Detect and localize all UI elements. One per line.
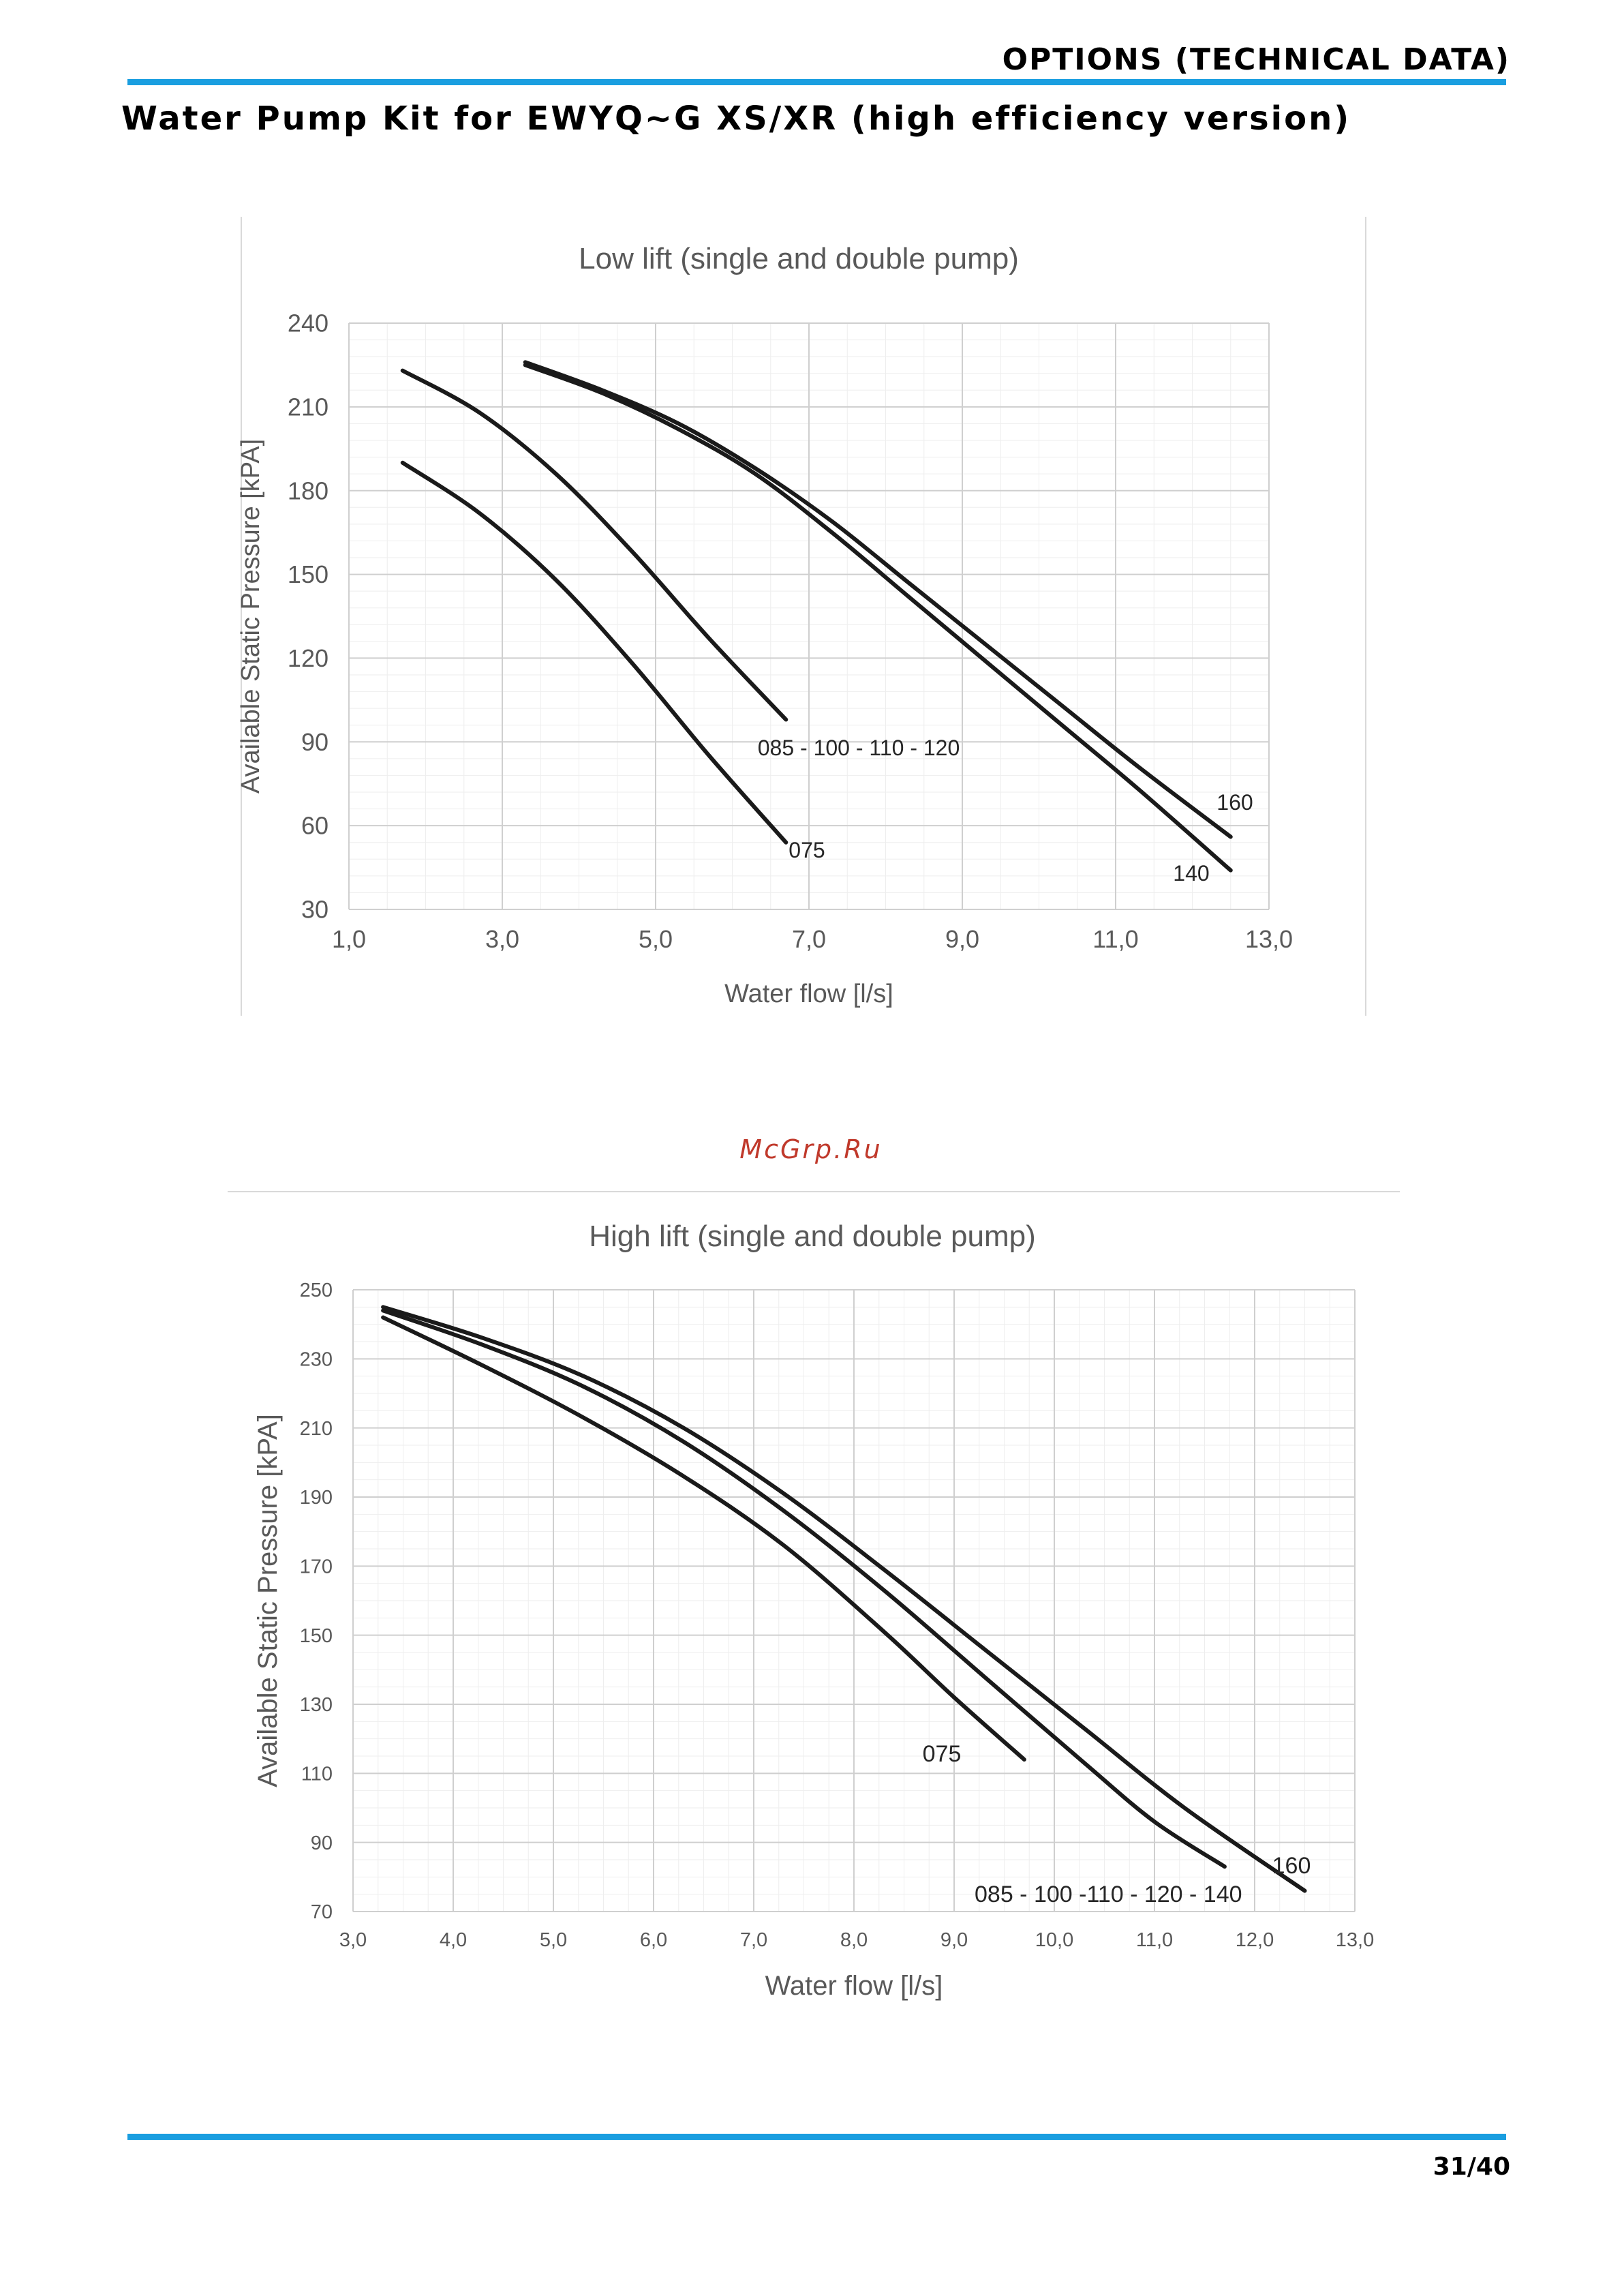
chart-title: Low lift (single and double pump) — [579, 242, 1019, 275]
y-tick-label: 230 — [300, 1348, 333, 1370]
series-label: 140 — [1173, 861, 1209, 886]
x-tick-label: 1,0 — [332, 925, 366, 953]
y-tick-label: 190 — [300, 1487, 333, 1509]
series-line-140 — [523, 363, 1233, 873]
x-tick-label: 4,0 — [440, 1929, 467, 1951]
x-axis-label: Water flow [l/s] — [724, 980, 893, 1008]
x-tick-label: 11,0 — [1092, 925, 1138, 953]
x-tick-label: 13,0 — [1336, 1929, 1374, 1951]
series-line-160 — [381, 1305, 1307, 1893]
series-label: 075 — [923, 1741, 962, 1767]
y-tick-label: 170 — [300, 1556, 333, 1577]
watermark: McGrp.Ru — [739, 1134, 883, 1164]
series-label: 160 — [1272, 1853, 1311, 1879]
footer-rule — [127, 2134, 1506, 2140]
y-tick-label: 210 — [300, 1418, 333, 1440]
x-tick-label: 8,0 — [840, 1929, 868, 1951]
y-tick-label: 250 — [300, 1280, 333, 1301]
x-tick-label: 9,0 — [940, 1929, 968, 1951]
high-lift-chart: 3,0 4,0 5,0 6,0 7,0 8,0 9,0 10,0 11,0 12,0 13,0 70 9… — [228, 1191, 1400, 2001]
series-line-160 — [523, 360, 1233, 839]
x-tick-label: 7,0 — [792, 925, 826, 953]
y-tick-label: 90 — [311, 1832, 333, 1854]
y-axis-label: Available Static Pressure [kPA] — [253, 1414, 283, 1787]
x-tick-label: 13,0 — [1245, 925, 1293, 953]
y-tick-label: 130 — [300, 1694, 333, 1716]
series-line-075 — [381, 1315, 1026, 1762]
series-label: 160 — [1216, 790, 1253, 815]
x-tick-label: 10,0 — [1035, 1929, 1073, 1951]
y-tick-label: 70 — [311, 1901, 333, 1923]
y-tick-label: 60 — [301, 812, 328, 840]
series-line-075 — [400, 460, 789, 845]
x-tick-label: 5,0 — [639, 925, 673, 953]
x-tick-label: 6,0 — [640, 1929, 667, 1951]
x-tick-label: 3,0 — [485, 925, 519, 953]
x-axis-label: Water flow [l/s] — [765, 1971, 943, 2001]
y-axis-label: Available Static Pressure [kPA] — [236, 439, 265, 794]
x-tick-label: 7,0 — [740, 1929, 767, 1951]
series-line-085-100-110-120 — [400, 368, 789, 722]
series-label: 085 - 100 -110 - 120 - 140 — [975, 1882, 1242, 1907]
y-tick-label: 150 — [300, 1625, 333, 1647]
y-tick-label: 120 — [288, 644, 328, 672]
page-number: 31/40 — [1433, 2153, 1510, 2181]
y-tick-label: 110 — [301, 1763, 333, 1785]
series-label: 075 — [789, 838, 825, 862]
y-tick-label: 90 — [301, 728, 328, 756]
x-tick-label: 5,0 — [540, 1929, 567, 1951]
series-line-085-100-110-120-140 — [381, 1308, 1227, 1869]
section-label: OPTIONS (TECHNICAL DATA) — [1002, 42, 1510, 77]
x-tick-label: 3,0 — [339, 1929, 367, 1951]
y-tick-label: 150 — [288, 560, 328, 588]
series-label: 085 - 100 - 110 - 120 — [758, 736, 960, 760]
y-tick-label: 240 — [288, 309, 328, 337]
y-tick-label: 180 — [288, 477, 328, 504]
header-rule — [127, 79, 1506, 85]
chart-title: High lift (single and double pump) — [589, 1220, 1036, 1253]
x-tick-label: 11,0 — [1136, 1929, 1173, 1951]
x-tick-label: 9,0 — [945, 925, 979, 953]
page-title: Water Pump Kit for EWYQ~G XS/XR (high ef… — [121, 100, 1351, 138]
y-tick-label: 210 — [288, 393, 328, 421]
y-tick-label: 30 — [301, 896, 328, 924]
low-lift-chart: 1,0 3,0 5,0 7,0 9,0 11,0 13,0 30 60 90 120 150 180 21… — [236, 217, 1366, 1016]
x-tick-label: 12,0 — [1236, 1929, 1274, 1951]
